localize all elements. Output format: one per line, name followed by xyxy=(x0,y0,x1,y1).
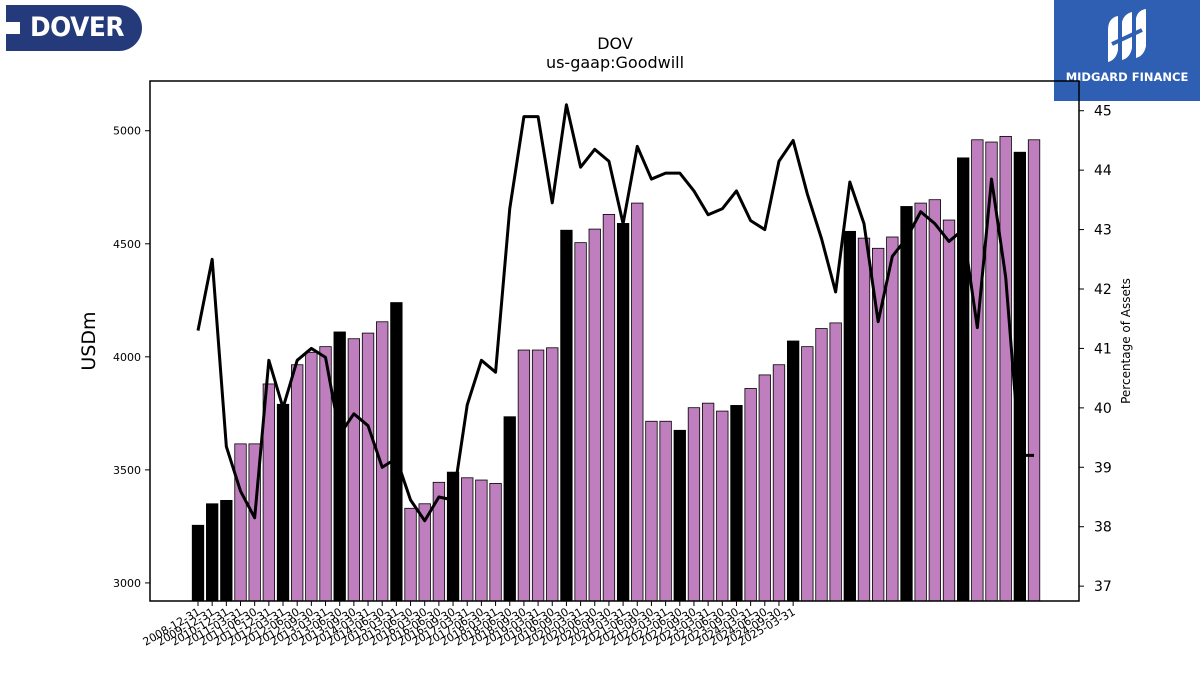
bar xyxy=(503,416,516,602)
y2-tick-label: 37 xyxy=(1094,579,1112,595)
bar xyxy=(687,407,701,602)
y2-tick-label: 45 xyxy=(1094,104,1112,120)
bar xyxy=(857,237,871,602)
bar xyxy=(1013,151,1027,602)
y2-tick-label: 41 xyxy=(1094,341,1112,357)
y2-tick-label: 44 xyxy=(1094,163,1112,179)
percentage-line xyxy=(196,103,1035,523)
bar xyxy=(560,229,573,602)
y-tick-label: 4500 xyxy=(113,238,141,251)
bar xyxy=(928,199,941,602)
bar xyxy=(815,328,828,602)
bar xyxy=(347,338,361,602)
bar xyxy=(276,403,290,602)
bar xyxy=(914,202,927,602)
y2-axis-ticks: 37 38 39 40 41 42 43 44 45 xyxy=(1079,104,1112,595)
bar xyxy=(517,349,531,602)
bar xyxy=(631,202,644,602)
bar xyxy=(786,340,800,602)
line-series xyxy=(196,103,1035,523)
y-axis-label: USDm xyxy=(78,311,100,370)
chart-title: DOV xyxy=(597,34,633,53)
bar xyxy=(291,364,304,602)
bar xyxy=(432,481,446,602)
bar xyxy=(404,507,417,602)
bar xyxy=(361,332,375,602)
y-tick-label: 3500 xyxy=(113,464,141,477)
bar xyxy=(673,429,686,602)
bar xyxy=(305,351,318,602)
midgard-emblem-icon xyxy=(1108,9,1146,62)
y2-tick-label: 38 xyxy=(1094,520,1112,536)
bar xyxy=(616,223,630,602)
y-axis-ticks: 3000 3500 4000 4500 5000 xyxy=(113,125,150,590)
bar xyxy=(744,388,757,602)
y-tick-label: 4000 xyxy=(113,351,141,364)
bar xyxy=(942,219,956,602)
y2-tick-label: 39 xyxy=(1094,460,1112,476)
bar xyxy=(900,206,913,602)
bar xyxy=(220,499,233,602)
chart-subtitle: us-gaap:Goodwill xyxy=(546,53,684,72)
bar xyxy=(234,443,247,602)
bar xyxy=(772,364,786,602)
bar xyxy=(801,346,814,602)
bar xyxy=(531,349,545,602)
bar xyxy=(701,402,715,602)
x-axis-ticks: 2008-12-312009-12-312010-12-312011-03-31… xyxy=(141,601,798,649)
bar xyxy=(957,157,970,602)
bar xyxy=(333,331,346,602)
bar-series xyxy=(191,135,1041,602)
dover-logo: DOVER xyxy=(0,5,142,51)
bar xyxy=(758,374,771,602)
bar xyxy=(730,405,743,602)
y2-tick-label: 40 xyxy=(1094,401,1112,417)
bar xyxy=(1027,139,1041,602)
bar xyxy=(574,242,587,602)
y2-tick-label: 42 xyxy=(1094,282,1112,298)
plot-frame xyxy=(149,80,1080,602)
y2-tick-label: 43 xyxy=(1094,223,1112,239)
dover-logo-text: DOVER xyxy=(30,12,125,43)
y-tick-label: 3000 xyxy=(113,577,141,590)
dover-logo-notch xyxy=(0,22,20,34)
dover-logo-badge xyxy=(6,5,142,51)
bar xyxy=(659,420,672,602)
bar xyxy=(546,347,559,602)
bar xyxy=(461,477,474,602)
bar xyxy=(206,503,219,602)
bar xyxy=(999,135,1012,602)
bar xyxy=(971,139,984,602)
y2-axis-label: Percentage of Assets xyxy=(1119,278,1133,404)
bar xyxy=(886,236,899,602)
y-tick-label: 5000 xyxy=(113,125,141,138)
bar xyxy=(829,322,842,602)
bar xyxy=(602,213,616,602)
bar xyxy=(645,420,658,602)
bar xyxy=(843,230,856,602)
bar xyxy=(390,302,403,602)
bar xyxy=(475,479,488,602)
bar xyxy=(376,321,389,602)
midgard-finance-logo-text: MIDGARD FINANCE xyxy=(1065,70,1189,84)
bar xyxy=(489,483,502,602)
bar xyxy=(588,228,601,602)
bar xyxy=(191,524,205,602)
bar xyxy=(716,410,729,602)
